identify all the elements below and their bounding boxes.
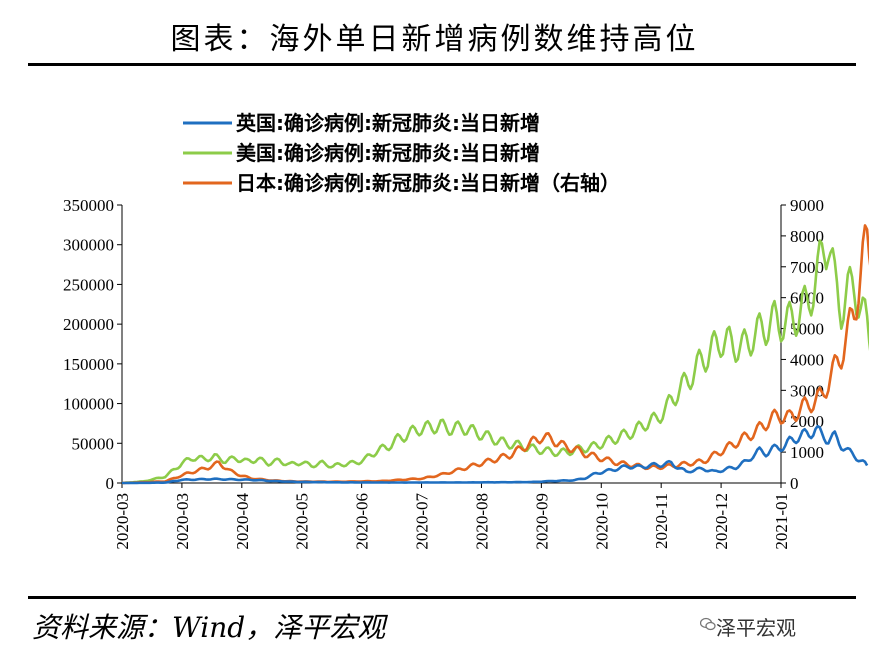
x-tick-label: 2020-11 xyxy=(652,493,671,549)
bottom-rule xyxy=(28,596,856,599)
source-note: 资料来源：Wind，泽平宏观 xyxy=(32,611,386,644)
x-tick-label: 2020-04 xyxy=(233,493,252,550)
top-rule xyxy=(28,63,856,66)
x-tick-label: 2020-03 xyxy=(173,493,192,550)
legend-label: 美国:确诊病例:新冠肺炎:当日新增 xyxy=(236,141,540,165)
x-tick-label: 2020-12 xyxy=(712,493,731,550)
y-left-tick-label: 150000 xyxy=(63,355,114,374)
series-line-japan xyxy=(121,224,869,485)
legend-label: 日本:确诊病例:新冠肺炎:当日新增（右轴） xyxy=(236,171,620,195)
y-right-tick-label: 7000 xyxy=(790,258,824,277)
x-tick-label: 2020-09 xyxy=(532,493,551,550)
y-right-tick-label: 4000 xyxy=(790,350,824,369)
y-left-tick-label: 200000 xyxy=(63,315,114,334)
legend-label: 英国:确诊病例:新冠肺炎:当日新增 xyxy=(236,111,540,135)
y-left-tick-label: 50000 xyxy=(72,434,115,453)
y-right-tick-label: 1000 xyxy=(790,443,824,462)
series-line-us xyxy=(121,239,869,485)
y-right-tick-label: 0 xyxy=(790,474,799,493)
y-left-tick-label: 0 xyxy=(106,474,115,493)
x-tick-label: 2021-01 xyxy=(772,493,791,550)
x-tick-label: 2020-07 xyxy=(413,493,432,550)
y-left-tick-label: 100000 xyxy=(63,395,114,414)
y-left-tick-label: 250000 xyxy=(63,275,114,294)
x-tick-label: 2020-03 xyxy=(113,493,132,550)
x-tick-label: 2020-06 xyxy=(353,493,372,550)
y-left-tick-label: 300000 xyxy=(63,236,114,255)
x-tick-label: 2020-05 xyxy=(293,493,312,550)
x-tick-label: 2020-08 xyxy=(472,493,491,550)
y-right-tick-label: 8000 xyxy=(790,227,824,246)
series-line-uk xyxy=(122,424,869,485)
y-left-tick-label: 350000 xyxy=(63,196,114,215)
page-title: 图表：海外单日新增病例数维持高位 xyxy=(170,22,699,57)
y-right-tick-label: 9000 xyxy=(790,196,824,215)
chart: 0 50000 100000 150000 200000 250000 300000 3500… xyxy=(63,111,869,550)
wechat-icon xyxy=(700,617,716,631)
watermark: 泽平宏观 xyxy=(716,616,796,640)
x-tick-label: 2020-10 xyxy=(592,493,611,550)
